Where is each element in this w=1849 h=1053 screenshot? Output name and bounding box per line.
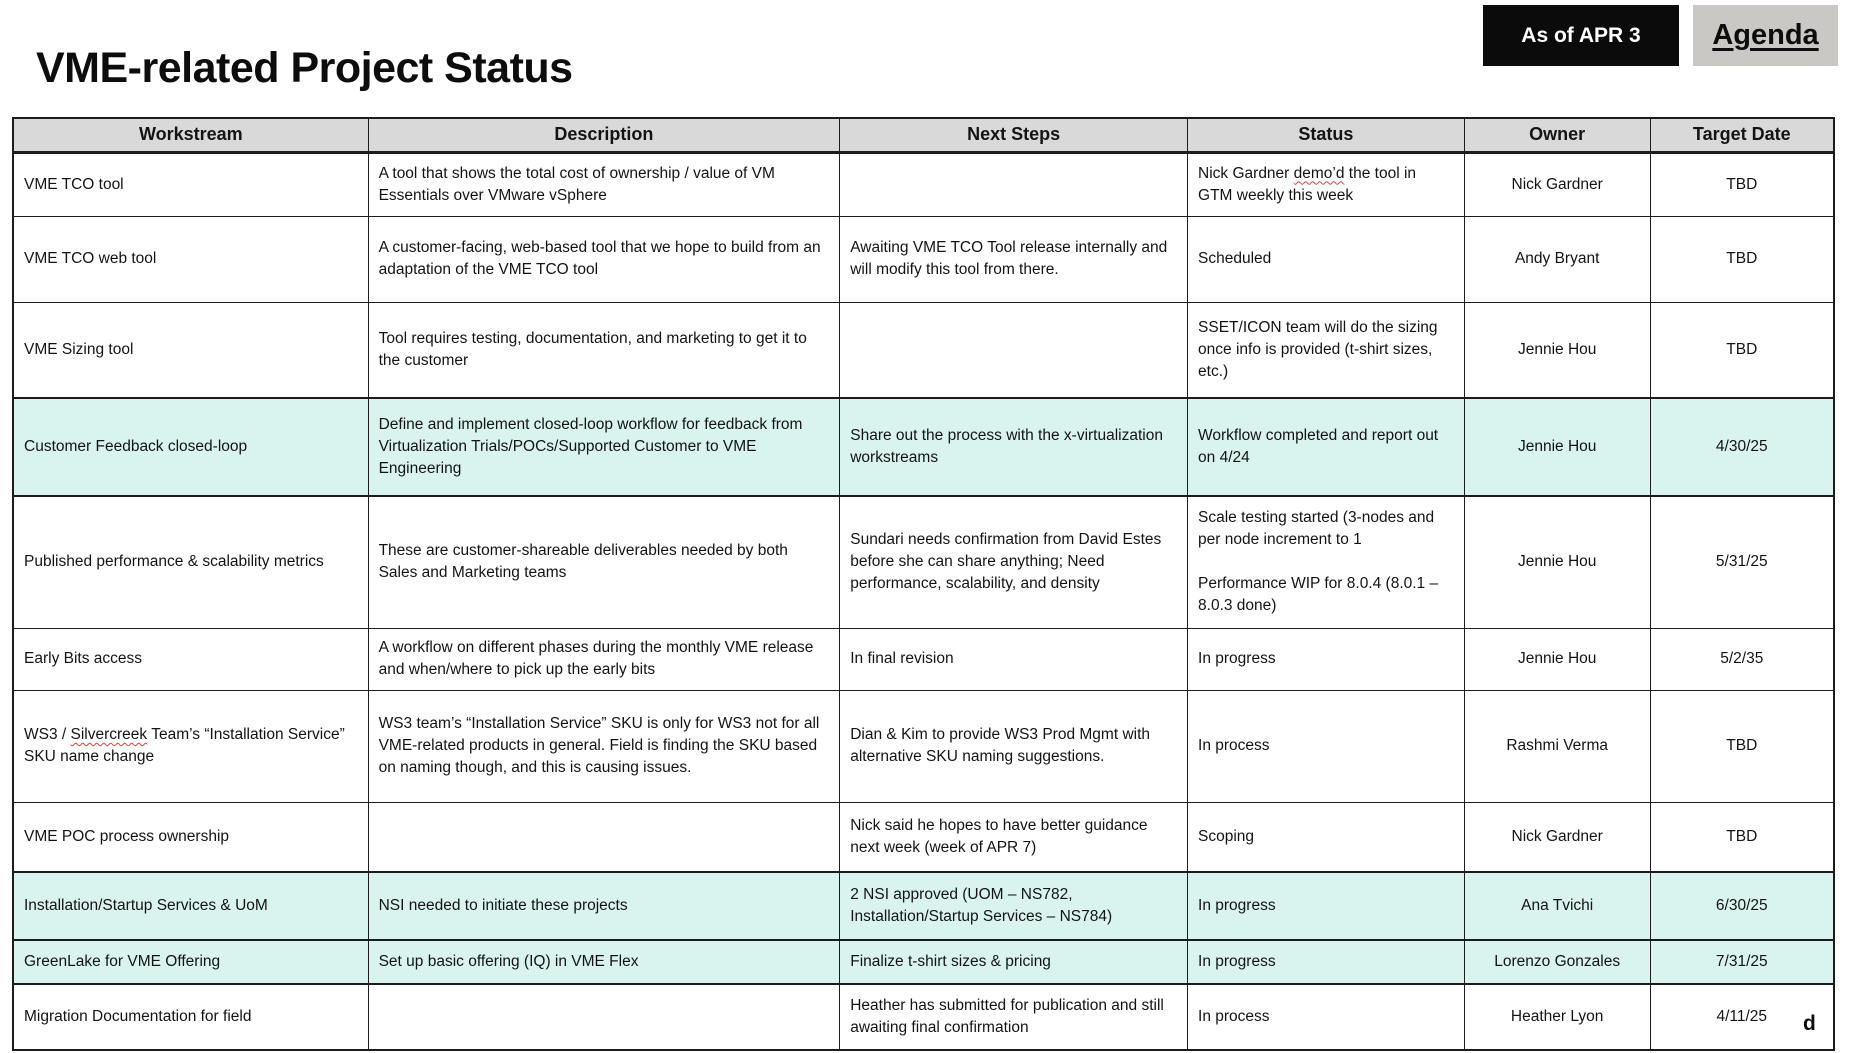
cell-workstream: WS3 / Silvercreek Team’s “Installation S…	[12, 689, 369, 803]
cell-owner: Nick Gardner	[1463, 151, 1651, 217]
cell-next-steps: Sundari needs confirmation from David Es…	[839, 495, 1189, 629]
cell-description	[367, 801, 841, 873]
cell-status: SSET/ICON team will do the sizing once i…	[1187, 301, 1465, 399]
cell-owner: Jennie Hou	[1463, 301, 1651, 399]
text-segment: Nick Gardner	[1198, 164, 1294, 182]
cell-status: Scale testing started (3-nodes and per n…	[1187, 495, 1465, 629]
table-row: WS3 / Silvercreek Team’s “Installation S…	[12, 689, 1835, 803]
cell-description: These are customer-shareable deliverable…	[367, 495, 841, 629]
cell-owner: Ana Tvichi	[1463, 871, 1651, 941]
cell-owner: Jennie Hou	[1463, 627, 1651, 691]
table-row: Early Bits access A workflow on different…	[12, 627, 1835, 691]
project-status-table: Workstream Description Next Steps Status Own…	[12, 117, 1835, 1051]
table-header-row: Workstream Description Next Steps Status Own…	[12, 117, 1835, 154]
cell-target-date: 4/11/25	[1649, 983, 1835, 1051]
cell-target-date: 7/31/25	[1649, 939, 1835, 985]
cell-target-date: TBD	[1649, 301, 1835, 399]
table-row: Customer Feedback closed-loop Define and …	[12, 397, 1835, 497]
cell-description: Tool requires testing, documentation, an…	[367, 301, 841, 399]
cell-target-date: TBD	[1649, 801, 1835, 873]
table-row: Published performance & scalability metr…	[12, 495, 1835, 629]
cell-status: In progress	[1187, 627, 1465, 691]
cell-workstream: Early Bits access	[12, 627, 369, 691]
cell-target-date: 5/2/35	[1649, 627, 1835, 691]
as-of-badge-label: As of APR 3	[1521, 23, 1641, 47]
cell-next-steps: Share out the process with the x-virtual…	[839, 397, 1189, 497]
cell-workstream: VME TCO tool	[12, 151, 369, 217]
table-body: VME TCO tool A tool that shows the total …	[12, 151, 1835, 1051]
cell-description: Set up basic offering (IQ) in VME Flex	[367, 939, 841, 985]
cell-next-steps: Finalize t-shirt sizes & pricing	[839, 939, 1189, 985]
column-header-owner: Owner	[1463, 117, 1651, 154]
cell-status: Nick Gardner demo’d the tool in GTM week…	[1187, 151, 1465, 217]
cell-owner: Heather Lyon	[1463, 983, 1651, 1051]
as-of-badge: As of APR 3	[1483, 5, 1679, 66]
agenda-link-label: Agenda	[1712, 19, 1819, 51]
column-header-next-steps: Next Steps	[839, 117, 1189, 154]
misspelled-word: Silvercreek	[70, 726, 148, 743]
table-header: Workstream Description Next Steps Status Own…	[12, 117, 1835, 154]
cell-workstream: VME Sizing tool	[12, 301, 369, 399]
cell-workstream: Published performance & scalability metr…	[12, 495, 369, 629]
cell-target-date: 5/31/25	[1649, 495, 1835, 629]
column-header-workstream: Workstream	[12, 117, 369, 154]
cell-next-steps: 2 NSI approved (UOM – NS782, Installatio…	[839, 871, 1189, 941]
cell-status: Scheduled	[1187, 215, 1465, 303]
cell-target-date: TBD	[1649, 215, 1835, 303]
cell-status: In progress	[1187, 939, 1465, 985]
cell-next-steps	[839, 151, 1189, 217]
cell-status: Workflow completed and report out on 4/2…	[1187, 397, 1465, 497]
cell-workstream: Customer Feedback closed-loop	[12, 397, 369, 497]
table-row: GreenLake for VME Offering Set up basic o…	[12, 939, 1835, 985]
cell-next-steps: Nick said he hopes to have better guidan…	[839, 801, 1189, 873]
cell-description: A tool that shows the total cost of owne…	[367, 151, 841, 217]
text-segment: Team’s “Installation Service” SKU name c…	[24, 726, 345, 765]
cell-next-steps: In final revision	[839, 627, 1189, 691]
cell-status: Scoping	[1187, 801, 1465, 873]
table-row: Installation/Startup Services & UoM NSI n…	[12, 871, 1835, 941]
table-row: VME TCO web tool A customer-facing, web-b…	[12, 215, 1835, 303]
cell-next-steps	[839, 301, 1189, 399]
table-row: VME POC process ownership Nick said he ho…	[12, 801, 1835, 873]
cell-description: A customer-facing, web-based tool that w…	[367, 215, 841, 303]
cell-owner: Jennie Hou	[1463, 397, 1651, 497]
page-title: VME-related Project Status	[36, 44, 573, 92]
cell-owner: Jennie Hou	[1463, 495, 1651, 629]
text-segment: WS3 /	[24, 726, 71, 743]
cell-owner: Nick Gardner	[1463, 801, 1651, 873]
column-header-description: Description	[367, 117, 841, 154]
cell-status: In progress	[1187, 871, 1465, 941]
cell-next-steps: Dian & Kim to provide WS3 Prod Mgmt with…	[839, 689, 1189, 803]
column-header-target-date: Target Date	[1649, 117, 1835, 154]
cell-status: In process	[1187, 689, 1465, 803]
cell-next-steps: Awaiting VME TCO Tool release internally…	[839, 215, 1189, 303]
cell-description: WS3 team’s “Installation Service” SKU is…	[367, 689, 841, 803]
cell-workstream: VME POC process ownership	[12, 801, 369, 873]
cell-workstream: Installation/Startup Services & UoM	[12, 871, 369, 941]
cell-description: A workflow on different phases during th…	[367, 627, 841, 691]
text-segment: the tool in GTM weekly this week	[1198, 164, 1417, 204]
cell-status: In process	[1187, 983, 1465, 1051]
cell-workstream: Migration Documentation for field	[12, 983, 369, 1051]
table-row: VME TCO tool A tool that shows the total …	[12, 151, 1835, 217]
column-header-status: Status	[1187, 117, 1465, 154]
cell-target-date: 6/30/25	[1649, 871, 1835, 941]
cell-description	[367, 983, 841, 1051]
cell-target-date: TBD	[1649, 689, 1835, 803]
cell-description: Define and implement closed-loop workflo…	[367, 397, 841, 497]
cell-owner: Lorenzo Gonzales	[1463, 939, 1651, 985]
stray-character: d	[1803, 1012, 1816, 1035]
cell-target-date: TBD	[1649, 151, 1835, 217]
table-row: Migration Documentation for field Heather…	[12, 983, 1835, 1051]
cell-target-date: 4/30/25	[1649, 397, 1835, 497]
table-row: VME Sizing tool Tool requires testing, do…	[12, 301, 1835, 399]
cell-owner: Rashmi Verma	[1463, 689, 1651, 803]
cell-workstream: GreenLake for VME Offering	[12, 939, 369, 985]
agenda-link[interactable]: Agenda	[1693, 5, 1838, 66]
cell-workstream: VME TCO web tool	[12, 215, 369, 303]
cell-description: NSI needed to initiate these projects	[367, 871, 841, 941]
cell-next-steps: Heather has submitted for publication an…	[839, 983, 1189, 1051]
misspelled-word: demo’d	[1293, 164, 1345, 182]
cell-owner: Andy Bryant	[1463, 215, 1651, 303]
